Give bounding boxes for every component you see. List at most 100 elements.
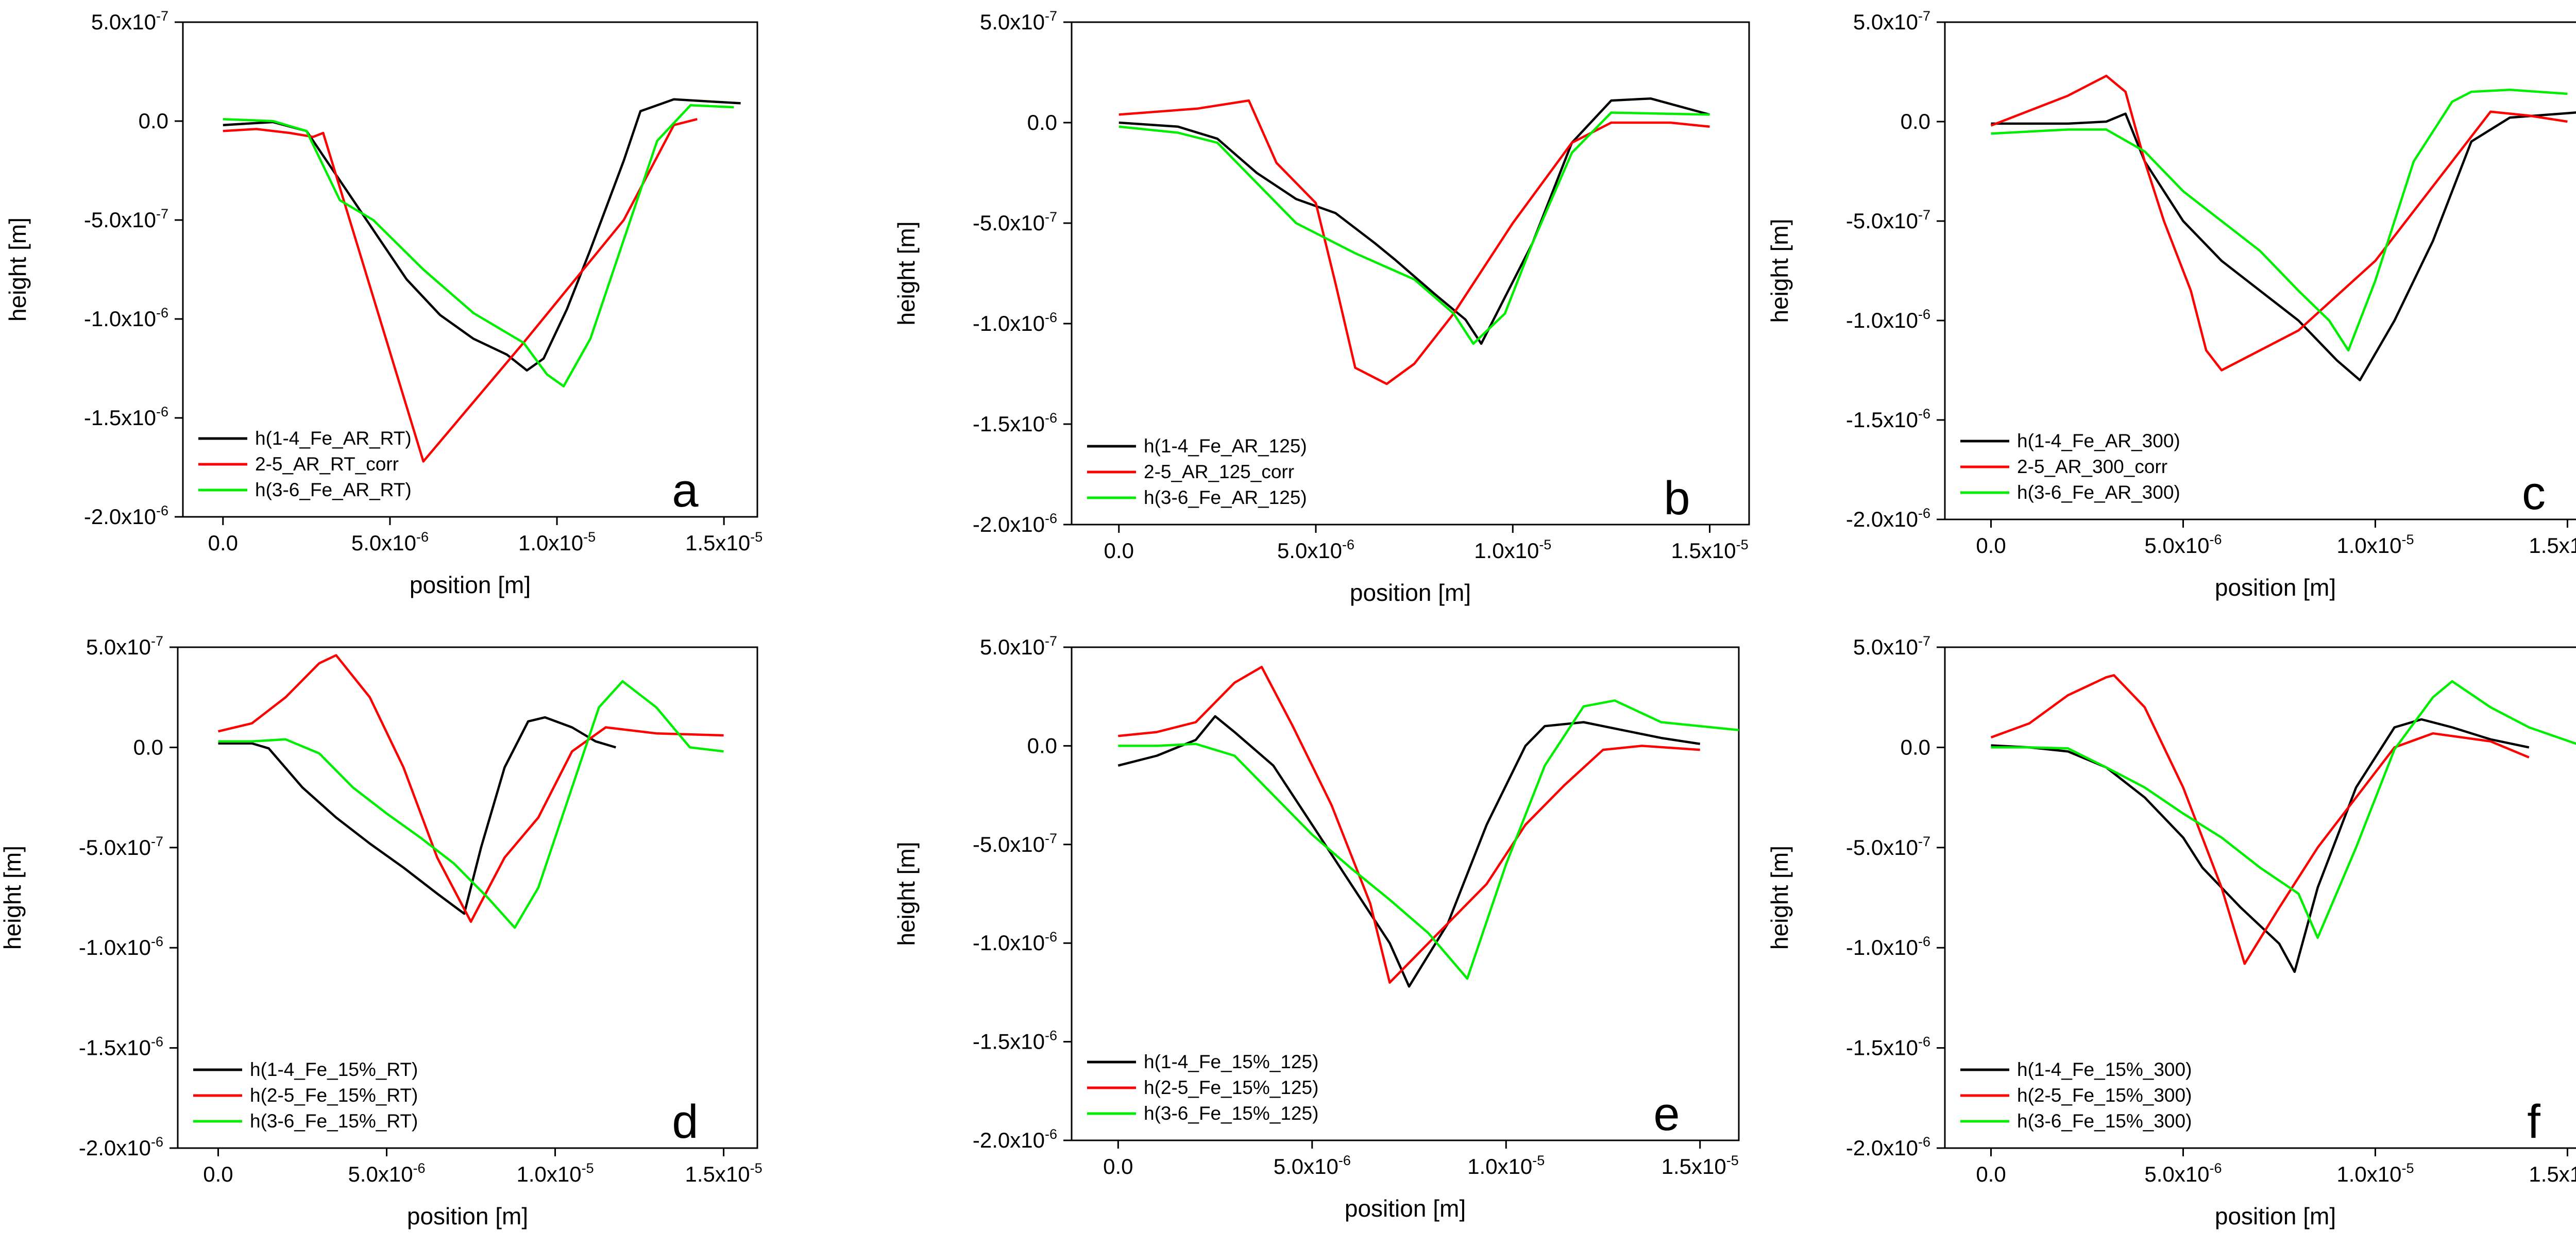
- x-axis-label: position [m]: [2215, 574, 2336, 601]
- y-tick-label: -1.5x10-6: [79, 1034, 163, 1060]
- panel-letter: f: [2527, 1096, 2540, 1148]
- y-tick-label: 5.0x10-7: [91, 8, 168, 34]
- x-tick-label: 5.0x10-6: [1274, 1153, 1351, 1178]
- y-axis-label: height [m]: [1766, 219, 1793, 323]
- series-line-1: [1118, 97, 1710, 345]
- y-axis-label: height [m]: [4, 217, 31, 322]
- series-line-3: [1118, 111, 1710, 345]
- x-tick-label: 1.5x10-5: [1671, 537, 1748, 563]
- legend-entry: h(3-6_Fe_AR_300): [2017, 482, 2180, 503]
- plot-frame: [1071, 21, 1750, 526]
- y-tick-label: 0.0: [1901, 109, 1930, 133]
- panel-letter: a: [672, 464, 699, 517]
- series-line-3: [1991, 88, 2568, 352]
- panel-letter: b: [1664, 472, 1690, 525]
- legend-entry: h(2-5_Fe_15%_300): [2017, 1085, 2192, 1106]
- y-tick-label: 5.0x10-7: [980, 8, 1057, 34]
- series-line-2: [1118, 99, 1710, 385]
- y-tick-label: -2.0x10-6: [973, 511, 1057, 536]
- plot-frame: [1071, 646, 1740, 1141]
- y-tick-label: -1.0x10-6: [79, 934, 163, 959]
- legend-entry: h(1-4_Fe_15%_RT): [250, 1059, 418, 1080]
- x-tick-label: 1.5x10-5: [2529, 1160, 2576, 1186]
- y-tick-label: -1.0x10-6: [973, 310, 1057, 335]
- x-axis-label: position [m]: [2215, 1203, 2336, 1230]
- series-line-2: [1990, 74, 2568, 372]
- y-tick-label: -2.0x10-6: [1846, 506, 1930, 531]
- y-tick-label: -1.5x10-6: [973, 410, 1057, 436]
- x-tick-label: 1.5x10-5: [685, 1160, 762, 1186]
- y-tick-label: 5.0x10-7: [1853, 633, 1930, 659]
- legend-entry: h(3-6_Fe_AR_125): [1144, 487, 1307, 508]
- y-tick-label: -1.0x10-6: [84, 305, 168, 331]
- x-tick-label: 0.0: [203, 1162, 233, 1186]
- x-tick-label: 1.0x10-5: [2336, 1160, 2414, 1186]
- plot-frame: [1944, 21, 2576, 520]
- y-tick-label: -5.0x10-7: [973, 209, 1057, 235]
- legend-entry: 2-5_AR_125_corr: [1144, 461, 1294, 482]
- x-tick-label: 0.0: [1976, 1162, 2006, 1186]
- series-line-2: [1118, 666, 1700, 984]
- plot-frame: [1944, 646, 2576, 1149]
- x-axis-label: position [m]: [407, 1203, 528, 1230]
- x-tick-label: 5.0x10-6: [2144, 532, 2222, 558]
- panel-letter: e: [1653, 1088, 1680, 1140]
- panel-d: 0.0 5.0x10-6 1.0x10-5 1.5x10-5 5.0x10-7 0.0 -5…: [0, 633, 762, 1230]
- y-tick-label: -2.0x10-6: [84, 503, 168, 529]
- legend-entry: h(1-4_Fe_15%_300): [2017, 1059, 2192, 1080]
- y-axis-label: height [m]: [1766, 846, 1793, 950]
- series-line-1: [1991, 718, 2530, 973]
- y-tick-label: -2.0x10-6: [1846, 1134, 1930, 1160]
- x-tick-label: 5.0x10-6: [1277, 537, 1354, 563]
- y-tick-label: 5.0x10-7: [86, 633, 163, 659]
- panel-a: 0.0 5.0x10-6 1.0x10-5 1.5x10-5 5.0x10-7 0.0 -5…: [4, 8, 762, 598]
- series-line-2: [223, 118, 698, 463]
- series-line-2: [1990, 674, 2530, 965]
- y-tick-label: -5.0x10-7: [84, 206, 168, 232]
- panel-b: 0.0 5.0x10-6 1.0x10-5 1.5x10-5 5.0x10-7 0.0 -5…: [893, 8, 1750, 606]
- x-axis-label: position [m]: [1345, 1195, 1466, 1222]
- x-tick-label: 0.0: [1976, 533, 2006, 558]
- y-tick-label: -5.0x10-7: [1846, 834, 1930, 860]
- plot-frame: [182, 21, 758, 518]
- x-tick-label: 1.5x10-5: [2529, 532, 2576, 558]
- legend-entry: h(3-6_Fe_15%_RT): [250, 1110, 418, 1132]
- y-tick-label: -1.5x10-6: [1846, 1034, 1930, 1060]
- x-tick-label: 5.0x10-6: [348, 1160, 425, 1186]
- y-axis-label: height [m]: [893, 222, 920, 326]
- x-tick-label: 5.0x10-6: [2144, 1160, 2222, 1186]
- legend-entry: h(1-4_Fe_AR_300): [2017, 430, 2180, 451]
- y-tick-label: -1.0x10-6: [973, 929, 1057, 955]
- y-tick-label: -2.0x10-6: [79, 1134, 163, 1160]
- x-tick-label: 1.0x10-5: [1467, 1153, 1545, 1178]
- y-axis-label: height [m]: [893, 842, 920, 946]
- legend-entry: h(1-4_Fe_AR_125): [1144, 435, 1307, 457]
- x-tick-label: 1.5x10-5: [1662, 1153, 1739, 1178]
- panel-f: 0.0 5.0x10-6 1.0x10-5 1.5x10-5 5.0x10-7 0.0 -5…: [1766, 633, 2576, 1230]
- y-tick-label: 0.0: [1027, 110, 1057, 134]
- x-tick-label: 0.0: [208, 531, 238, 555]
- x-tick-label: 1.0x10-5: [2336, 532, 2414, 558]
- legend-entry: h(1-4_Fe_AR_RT): [255, 428, 412, 449]
- legend-entry: h(1-4_Fe_15%_125): [1144, 1051, 1318, 1072]
- series-line-3: [218, 680, 724, 929]
- y-tick-label: 0.0: [1901, 735, 1930, 759]
- series-line-3: [223, 104, 734, 388]
- series-line-1: [1991, 111, 2576, 382]
- panel-letter: d: [672, 1096, 698, 1148]
- y-tick-label: 0.0: [133, 735, 163, 759]
- x-tick-label: 5.0x10-6: [351, 529, 429, 555]
- y-tick-label: 0.0: [139, 109, 168, 133]
- x-tick-label: 1.5x10-5: [685, 529, 762, 555]
- y-tick-label: -1.5x10-6: [1846, 406, 1930, 432]
- y-tick-label: -2.0x10-6: [973, 1126, 1057, 1152]
- legend-entry: 2-5_AR_RT_corr: [255, 453, 399, 475]
- series-line-3: [1118, 699, 1739, 980]
- y-tick-label: -5.0x10-7: [1846, 207, 1930, 233]
- x-tick-label: 1.0x10-5: [516, 1160, 594, 1186]
- x-tick-label: 0.0: [1103, 1154, 1133, 1178]
- y-tick-label: -5.0x10-7: [79, 834, 163, 860]
- y-axis-label: height [m]: [0, 846, 26, 950]
- panel-letter: c: [2522, 467, 2546, 519]
